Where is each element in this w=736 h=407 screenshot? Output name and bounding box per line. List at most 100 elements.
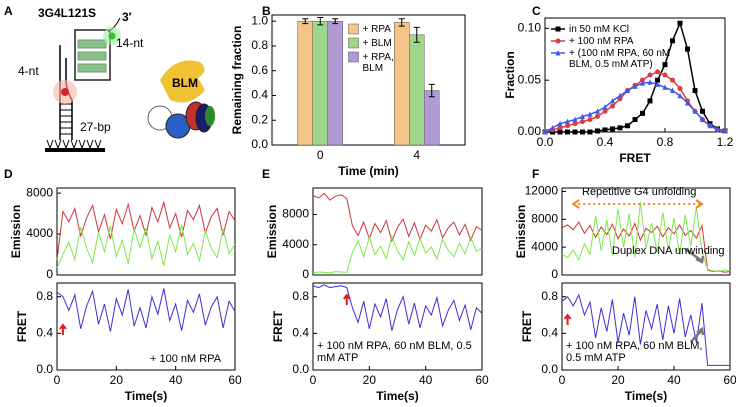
y-axis-label: Fraction — [503, 51, 517, 98]
annotation: + 100 nM RPA, 60 nM BLM, 0.5 mM ATP — [317, 340, 472, 364]
marker — [557, 125, 563, 131]
y-tick-label: 0.0 — [292, 362, 309, 376]
plot-frame — [561, 187, 731, 276]
marker — [572, 121, 578, 127]
x-tick-label: 0 — [317, 148, 324, 162]
marker — [655, 77, 660, 83]
marker — [610, 103, 615, 109]
trace-line — [561, 293, 730, 366]
y-tick-label: 8000 — [26, 185, 53, 199]
legend-marker — [555, 38, 561, 44]
bar — [424, 90, 440, 146]
x-tick-label: 40 — [419, 373, 433, 387]
y-axis-label: Emission — [514, 205, 528, 258]
legend-swatch — [348, 37, 359, 49]
plot-frame — [312, 282, 483, 371]
y-tick-label: 0.4 — [292, 326, 309, 340]
marker — [685, 99, 690, 106]
x-tick-label: 4 — [413, 148, 420, 162]
x-tick-label: 40 — [667, 373, 681, 387]
plot-frame — [271, 14, 466, 146]
bar — [297, 20, 313, 146]
trace-line — [312, 234, 483, 274]
y-tick-label: 0.6 — [251, 63, 268, 77]
x-axis-label: FRET — [619, 151, 651, 165]
y-axis-label: Remaining fraction — [230, 26, 244, 135]
y-tick-label: 0 — [302, 267, 309, 281]
plot-frame — [56, 282, 236, 371]
y-tick-label: 0.0 — [541, 362, 558, 376]
marker — [595, 128, 600, 134]
y-tick-label: 0 — [551, 267, 558, 281]
marker — [700, 108, 705, 114]
series-line — [544, 71, 726, 133]
legend-swatch — [348, 51, 359, 63]
x-axis-label: Time(s) — [376, 389, 418, 403]
x-tick-label: 60 — [228, 373, 242, 387]
x-tick-label: 40 — [169, 373, 183, 387]
trace-line — [56, 224, 236, 269]
x-tick-label: 0.4 — [597, 135, 614, 149]
x-tick-label: 20 — [110, 373, 124, 387]
marker — [565, 123, 570, 129]
marker — [557, 120, 563, 127]
x-tick-label: 20 — [611, 373, 625, 387]
marker — [587, 111, 593, 117]
y-axis-label: FRET — [520, 310, 534, 342]
x-axis-label: Time (min) — [338, 164, 398, 178]
marker — [677, 20, 683, 26]
marker — [692, 108, 698, 114]
marker — [572, 129, 578, 135]
y-tick-label: 0.00 — [518, 124, 542, 138]
annotation: Duplex DNA unwinding — [612, 245, 725, 257]
marker — [692, 88, 698, 94]
arrow-head — [571, 199, 704, 209]
marker — [655, 81, 660, 87]
legend-label: + BLM — [362, 38, 392, 49]
y-tick-label: 8000 — [531, 211, 558, 225]
plot-frame — [56, 187, 236, 276]
marker — [640, 80, 645, 86]
trace-line — [561, 201, 731, 273]
bar — [409, 34, 425, 146]
y-tick-label: 4000 — [26, 226, 53, 240]
arrow — [343, 293, 351, 305]
arrow — [689, 326, 705, 343]
marker — [625, 87, 630, 94]
marker — [647, 79, 653, 85]
arrow — [684, 247, 705, 264]
plot-frame — [312, 187, 483, 276]
legend-label: + (100 nM RPA, 60 nM BLM, 0.5 mM ATP) — [569, 48, 671, 70]
marker — [662, 62, 668, 68]
overhang-label: 14-nt — [116, 36, 144, 50]
g4 — [74, 29, 111, 81]
duplex-label: 27-bp — [80, 120, 111, 134]
marker — [557, 129, 563, 135]
y-axis-label: Emission — [9, 205, 23, 258]
y-axis-label: FRET — [15, 310, 29, 342]
g-quartet — [77, 63, 107, 73]
y-tick-label: 4000 — [531, 239, 558, 253]
x-tick-label: 60 — [475, 373, 489, 387]
error-bar — [428, 83, 435, 98]
plot-frame — [544, 17, 726, 133]
marker — [617, 92, 623, 99]
annotation: Repetitive G4 unfolding — [582, 186, 697, 198]
panel-letter: C — [532, 4, 541, 18]
marker — [662, 72, 668, 78]
g-quartet — [77, 51, 107, 61]
loop-label: 4-nt — [18, 64, 39, 78]
legend-marker — [555, 26, 561, 32]
legend-marker — [555, 50, 561, 56]
marker — [670, 38, 675, 44]
x-tick-label: 20 — [363, 373, 377, 387]
error-bar — [317, 16, 324, 26]
panel-letter: F — [532, 167, 539, 181]
marker — [602, 127, 608, 133]
rpa-5 — [205, 106, 215, 126]
trace-line — [312, 192, 483, 243]
marker — [565, 129, 570, 135]
three-prime: 3′ — [122, 10, 132, 24]
y-tick-label: 0.4 — [541, 326, 558, 340]
